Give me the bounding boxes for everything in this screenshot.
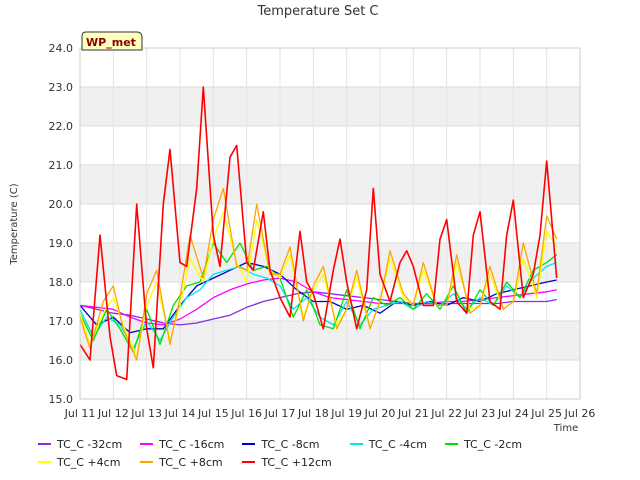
y-axis-label: Temperature (C) <box>9 183 20 265</box>
series-lines <box>79 86 558 381</box>
series-line-tc-c-32cm <box>79 291 557 326</box>
legend-label: TC_C -8cm <box>261 437 320 451</box>
x-tick-label: Jul 14 <box>164 407 196 420</box>
y-tick-label: 16.0 <box>49 354 74 367</box>
x-tick-label: Jul 24 <box>497 407 529 420</box>
y-tick-label: 21.0 <box>49 159 74 172</box>
x-tick-label: Jul 18 <box>297 407 329 420</box>
x-axis-label: Time <box>553 423 578 434</box>
x-tick-label: Jul 19 <box>330 407 362 420</box>
plot-band <box>80 126 580 165</box>
legend-swatch <box>242 461 256 463</box>
y-tick-label: 24.0 <box>49 42 74 55</box>
x-tick-label: Jul 20 <box>364 407 396 420</box>
x-tick-label: Jul 13 <box>130 407 162 420</box>
legend: TC_C -32cm TC_C -16cm TC_C -8cm TC_C -4cm TC… <box>38 436 628 470</box>
legend-label: TC_C -32cm <box>57 437 123 451</box>
plot-band <box>80 360 580 399</box>
x-tick-label: Jul 12 <box>97 407 129 420</box>
plot-band <box>80 165 580 204</box>
legend-item: TC_C -2cm <box>444 436 523 452</box>
y-tick-labels: 15.0 16.0 17.0 18.0 19.0 20.0 21.0 22.0 23.0 24.0 <box>49 42 74 406</box>
legend-label: TC_C -16cm <box>159 437 225 451</box>
y-tick-label: 17.0 <box>49 315 74 328</box>
plot-background <box>80 48 580 399</box>
plot-band <box>80 204 580 243</box>
x-tick-label: Jul 26 <box>564 407 596 420</box>
legend-label: TC_C -2cm <box>463 437 523 451</box>
legend-swatch <box>242 443 256 445</box>
legend-label: TC_C +4cm <box>57 455 121 469</box>
chart-title: Temperature Set C <box>256 4 378 19</box>
series-line-tc-c-12cm <box>79 86 558 381</box>
plot-band <box>80 48 580 87</box>
legend-item: TC_C +12cm <box>242 454 332 470</box>
x-tick-label: Jul 21 <box>397 407 429 420</box>
site-badge-label: WP_met <box>86 36 136 49</box>
x-tick-label: Jul 23 <box>464 407 496 420</box>
legend-label: TC_C +8cm <box>159 455 223 469</box>
x-tick-label: Jul 25 <box>530 407 562 420</box>
legend-swatch <box>140 461 154 463</box>
legend-swatch <box>38 461 51 463</box>
y-tick-label: 22.0 <box>49 120 74 133</box>
plot-frame <box>79 47 581 400</box>
y-tick-label: 20.0 <box>49 198 74 211</box>
x-tick-label: Jul 11 <box>64 407 96 420</box>
legend-swatch <box>349 443 363 445</box>
x-tick-label: Jul 15 <box>197 407 229 420</box>
y-tick-label: 15.0 <box>49 393 74 406</box>
plot-band <box>80 243 580 282</box>
y-tick-label: 18.0 <box>49 276 74 289</box>
y-tick-label: 19.0 <box>49 237 74 250</box>
legend-label: TC_C +12cm <box>261 455 332 469</box>
legend-item: TC_C -32cm <box>38 436 122 452</box>
x-tick-labels: Jul 11 Jul 12 Jul 13 Jul 14 Jul 15 Jul 16 Jul … <box>64 407 596 420</box>
legend-swatch <box>140 443 154 445</box>
legend-item: TC_C -4cm <box>349 436 427 452</box>
x-tick-label: Jul 16 <box>230 407 262 420</box>
y-tick-label: 23.0 <box>49 81 74 94</box>
legend-swatch <box>444 443 458 445</box>
legend-label: TC_C -4cm <box>368 437 427 451</box>
series-line-tc-c-2cm <box>79 242 558 353</box>
legend-swatch <box>38 443 51 445</box>
legend-item: TC_C +8cm <box>140 454 224 470</box>
series-line-tc-c-8cm <box>79 261 557 334</box>
site-badge: WP_met <box>81 31 143 51</box>
site-badge-box <box>81 31 143 51</box>
x-tick-label: Jul 22 <box>430 407 462 420</box>
plot-band <box>80 87 580 126</box>
legend-item: TC_C -16cm <box>140 436 224 452</box>
legend-item: TC_C -8cm <box>242 436 331 452</box>
legend-item: TC_C +4cm <box>38 454 122 470</box>
x-tick-label: Jul 17 <box>264 407 296 420</box>
